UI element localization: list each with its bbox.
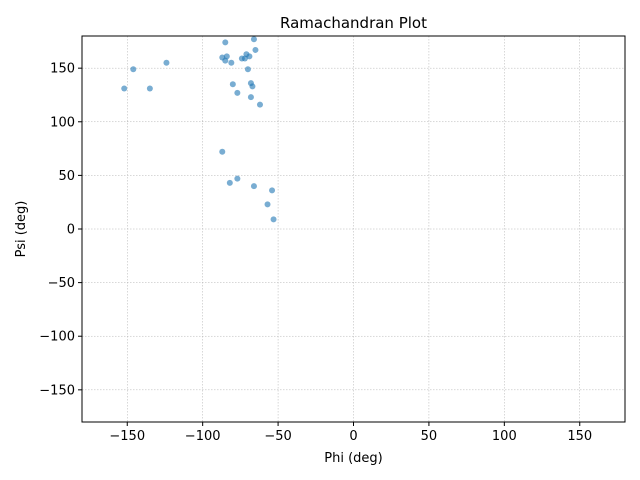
data-point bbox=[269, 187, 276, 194]
data-point bbox=[228, 59, 235, 66]
data-point bbox=[247, 94, 254, 101]
x-axis-ticks: −150 −100 −50 0 50 100 150 bbox=[109, 422, 592, 444]
data-point bbox=[234, 175, 241, 182]
x-tick-label: 100 bbox=[492, 429, 517, 444]
y-tick-label: 0 bbox=[67, 223, 75, 238]
y-axis-label: Psi (deg) bbox=[14, 201, 29, 258]
x-tick-label: 0 bbox=[349, 429, 357, 444]
data-point bbox=[256, 101, 263, 108]
y-axis-ticks: −150 −100 −50 0 50 100 150 bbox=[39, 62, 82, 398]
x-axis-label: Phi (deg) bbox=[324, 451, 382, 466]
data-point bbox=[244, 66, 251, 73]
data-point bbox=[223, 53, 230, 60]
data-point bbox=[264, 201, 271, 208]
y-tick-label: 100 bbox=[50, 115, 75, 130]
grid bbox=[82, 36, 625, 422]
data-point bbox=[270, 216, 277, 223]
y-tick-label: −150 bbox=[39, 383, 75, 398]
x-tick-label: 150 bbox=[567, 429, 592, 444]
x-tick-label: −100 bbox=[185, 429, 221, 444]
data-point bbox=[234, 89, 241, 96]
y-tick-label: 150 bbox=[50, 62, 75, 77]
data-points bbox=[121, 36, 277, 223]
data-point bbox=[146, 85, 153, 92]
data-point bbox=[250, 183, 257, 190]
y-tick-label: −50 bbox=[48, 276, 75, 291]
data-point bbox=[246, 53, 253, 60]
y-tick-label: −100 bbox=[39, 330, 75, 345]
chart-title: Ramachandran Plot bbox=[280, 14, 427, 32]
data-point bbox=[121, 85, 128, 92]
data-point bbox=[249, 83, 256, 90]
x-tick-label: −150 bbox=[109, 429, 145, 444]
data-point bbox=[229, 81, 236, 88]
y-tick-label: 50 bbox=[58, 169, 75, 184]
data-point bbox=[130, 66, 137, 73]
data-point bbox=[226, 179, 233, 186]
x-tick-label: 50 bbox=[421, 429, 438, 444]
data-point bbox=[219, 148, 226, 155]
data-point bbox=[222, 39, 229, 46]
data-point bbox=[163, 59, 170, 66]
data-point bbox=[252, 46, 259, 53]
data-point bbox=[250, 36, 257, 43]
x-tick-label: −50 bbox=[264, 429, 291, 444]
